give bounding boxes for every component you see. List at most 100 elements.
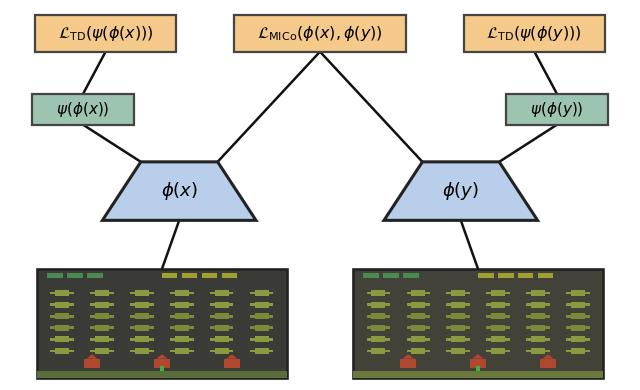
Bar: [55, 337, 69, 342]
Bar: [531, 337, 545, 342]
Bar: [545, 326, 550, 329]
Bar: [269, 292, 273, 294]
Bar: [170, 350, 175, 352]
Bar: [228, 338, 234, 341]
Bar: [531, 290, 545, 296]
Text: $\mathcal{L}_{\mathrm{TD}}(\psi(\phi(x)))$: $\mathcal{L}_{\mathrm{TD}}(\psi(\phi(x))…: [58, 24, 154, 43]
Bar: [585, 350, 589, 352]
Bar: [90, 315, 95, 317]
Bar: [447, 350, 451, 352]
Bar: [131, 292, 135, 294]
Bar: [545, 303, 550, 306]
Bar: [47, 273, 63, 278]
Bar: [175, 325, 189, 331]
Bar: [215, 325, 228, 331]
Bar: [55, 290, 69, 296]
Bar: [425, 326, 430, 329]
Bar: [109, 292, 114, 294]
Bar: [465, 303, 470, 306]
Bar: [364, 273, 379, 278]
Bar: [250, 303, 255, 306]
Bar: [51, 350, 55, 352]
Bar: [566, 326, 571, 329]
Bar: [149, 292, 154, 294]
Bar: [526, 292, 531, 294]
Bar: [447, 326, 451, 329]
Bar: [491, 325, 505, 331]
Bar: [55, 348, 69, 354]
Bar: [131, 303, 135, 306]
Bar: [571, 337, 585, 342]
Bar: [585, 338, 589, 341]
Bar: [189, 315, 193, 317]
Bar: [406, 326, 412, 329]
Bar: [210, 338, 215, 341]
Bar: [55, 302, 69, 308]
Bar: [470, 359, 486, 369]
Bar: [228, 326, 234, 329]
Bar: [566, 292, 571, 294]
Bar: [518, 273, 534, 278]
Bar: [255, 313, 269, 319]
Bar: [505, 315, 509, 317]
Bar: [491, 313, 505, 319]
Bar: [425, 292, 430, 294]
Bar: [109, 303, 114, 306]
Bar: [412, 337, 425, 342]
Bar: [571, 290, 585, 296]
Bar: [269, 303, 273, 306]
Bar: [222, 273, 237, 278]
Bar: [210, 350, 215, 352]
Bar: [526, 338, 531, 341]
Bar: [250, 338, 255, 341]
Bar: [95, 313, 109, 319]
Bar: [109, 315, 114, 317]
Bar: [149, 338, 154, 341]
Bar: [255, 302, 269, 308]
Bar: [170, 315, 175, 317]
Bar: [425, 338, 430, 341]
Bar: [571, 302, 585, 308]
Bar: [131, 350, 135, 352]
Bar: [51, 338, 55, 341]
Bar: [250, 326, 255, 329]
Bar: [486, 338, 491, 341]
Bar: [367, 350, 371, 352]
Bar: [465, 350, 470, 352]
Bar: [175, 313, 189, 319]
Bar: [412, 325, 425, 331]
Bar: [228, 303, 234, 306]
Bar: [585, 303, 589, 306]
Bar: [135, 325, 149, 331]
Bar: [478, 273, 493, 278]
Bar: [545, 315, 550, 317]
Bar: [451, 337, 465, 342]
Bar: [367, 303, 371, 306]
Bar: [367, 315, 371, 317]
Bar: [406, 315, 412, 317]
Bar: [526, 326, 531, 329]
Bar: [505, 350, 509, 352]
Bar: [451, 302, 465, 308]
Bar: [447, 303, 451, 306]
Bar: [269, 350, 273, 352]
Bar: [540, 359, 556, 369]
Bar: [55, 325, 69, 331]
Bar: [367, 326, 371, 329]
Bar: [69, 350, 74, 352]
Bar: [486, 315, 491, 317]
Bar: [371, 325, 385, 331]
Bar: [451, 290, 465, 296]
Bar: [175, 348, 189, 354]
Bar: [210, 326, 215, 329]
Bar: [90, 326, 95, 329]
Bar: [367, 338, 371, 341]
Bar: [135, 337, 149, 342]
Bar: [51, 315, 55, 317]
Bar: [371, 348, 385, 354]
Polygon shape: [226, 354, 237, 359]
Bar: [37, 370, 287, 378]
Bar: [486, 326, 491, 329]
Bar: [51, 303, 55, 306]
Bar: [224, 359, 240, 369]
